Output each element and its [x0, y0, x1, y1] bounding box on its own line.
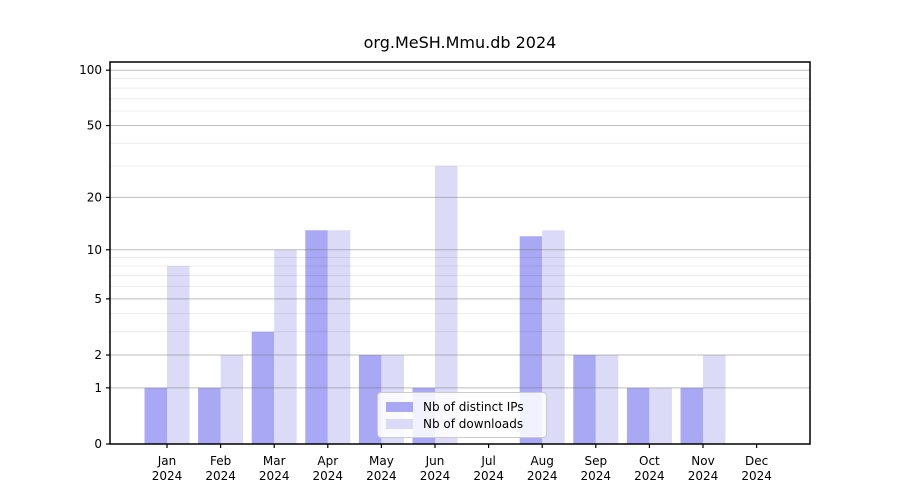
x-tick-year-apr: 2024	[313, 469, 344, 483]
chart-title: org.MeSH.Mmu.db 2024	[363, 33, 557, 52]
y-tick-label-10: 10	[87, 243, 102, 257]
bar-distinct-ips-may	[358, 355, 382, 444]
x-tick-label-jan: Jan	[157, 454, 177, 468]
x-tick-label-apr: Apr	[317, 454, 338, 468]
x-tick-year-jan: 2024	[152, 469, 183, 483]
chart-legend: Nb of distinct IPs Nb of downloads	[377, 392, 547, 438]
bar-distinct-ips-apr	[305, 230, 328, 444]
bar-distinct-ips-oct	[626, 387, 650, 444]
x-tick-year-aug: 2024	[527, 469, 558, 483]
plot-border	[109, 61, 811, 445]
legend-swatch-distinct-ips	[386, 401, 413, 412]
bar-downloads-apr	[327, 230, 351, 444]
legend-swatch-downloads	[386, 418, 413, 429]
x-tick-label-jun: Jun	[425, 454, 445, 468]
bar-distinct-ips-sep	[573, 355, 596, 444]
legend-label-downloads: Nb of downloads	[423, 416, 524, 431]
bar-downloads-oct	[649, 387, 672, 444]
legend-label-distinct-ips: Nb of distinct IPs	[423, 399, 524, 414]
bar-downloads-mar	[274, 249, 297, 444]
bar-downloads-jun	[435, 165, 458, 445]
bar-downloads-nov	[703, 355, 726, 444]
x-tick-label-oct: Oct	[639, 454, 660, 468]
x-tick-year-oct: 2024	[634, 469, 665, 483]
x-tick-label-jul: Jul	[480, 454, 495, 468]
y-tick-label-1: 1	[94, 381, 102, 395]
x-tick-label-dec: Dec	[745, 454, 768, 468]
x-tick-label-nov: Nov	[691, 454, 714, 468]
bar-distinct-ips-mar	[251, 331, 275, 444]
bar-distinct-ips-jan	[144, 387, 167, 444]
bar-distinct-ips-nov	[680, 387, 703, 444]
x-tick-year-mar: 2024	[259, 469, 290, 483]
y-tick-label-100: 100	[79, 63, 102, 77]
bar-downloads-aug	[542, 230, 565, 444]
x-tick-year-jul: 2024	[473, 469, 504, 483]
bar-downloads-sep	[595, 355, 619, 444]
x-tick-label-aug: Aug	[530, 454, 553, 468]
x-tick-year-nov: 2024	[688, 469, 719, 483]
y-tick-label-5: 5	[94, 292, 102, 306]
x-tick-year-feb: 2024	[205, 469, 236, 483]
x-tick-year-sep: 2024	[581, 469, 612, 483]
legend-item-downloads: Nb of downloads	[386, 415, 537, 432]
x-tick-label-may: May	[369, 454, 394, 468]
bar-downloads-feb	[220, 355, 244, 444]
legend-item-distinct-ips: Nb of distinct IPs	[386, 398, 537, 415]
x-tick-year-dec: 2024	[741, 469, 772, 483]
x-tick-year-jun: 2024	[420, 469, 451, 483]
y-tick-label-0: 0	[94, 437, 102, 451]
bar-distinct-ips-feb	[198, 387, 221, 444]
y-tick-label-50: 50	[87, 119, 102, 133]
x-tick-label-feb: Feb	[210, 454, 231, 468]
bar-downloads-jan	[167, 266, 190, 444]
x-tick-year-may: 2024	[366, 469, 397, 483]
x-tick-label-mar: Mar	[263, 454, 286, 468]
y-tick-label-2: 2	[94, 348, 102, 362]
y-tick-label-20: 20	[87, 190, 102, 204]
x-tick-label-sep: Sep	[584, 454, 607, 468]
